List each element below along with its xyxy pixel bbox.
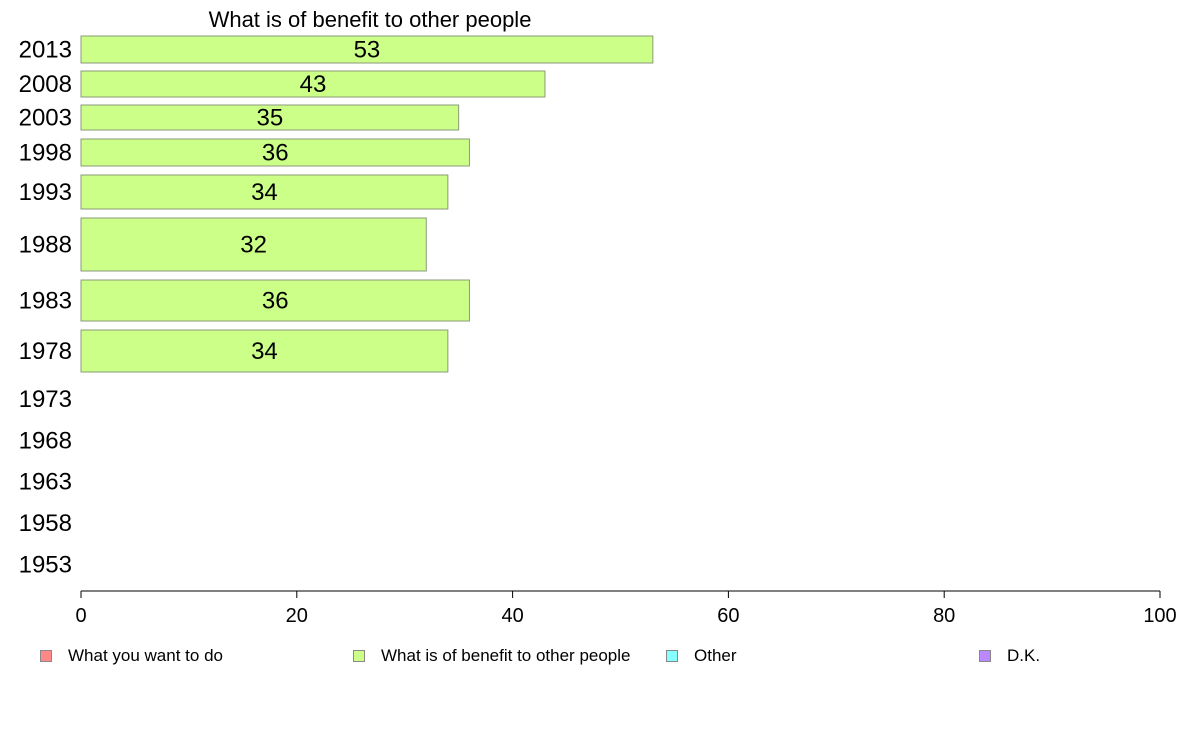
x-tick-label: 0 (75, 605, 86, 627)
data-label: 35 (256, 105, 283, 132)
chart-title: What is of benefit to other people (209, 7, 532, 32)
bar (80, 104, 460, 131)
y-axis-labels: 2013 2008 2003 1998 1993 1988 1983 1978 1973 1968… (19, 37, 72, 579)
legend-label: What is of benefit to other people (381, 646, 631, 665)
x-tick-label: 20 (286, 605, 308, 627)
legend-item: What is of benefit to other people (353, 646, 631, 666)
y-tick-label: 2013 (19, 37, 72, 64)
data-label: 34 (251, 179, 278, 206)
bars: 53 43 35 36 34 32 36 34 (80, 35, 654, 373)
bar (80, 279, 470, 322)
y-tick-label: 1953 (19, 552, 72, 579)
y-tick-label: 1983 (19, 288, 72, 315)
legend-swatch (353, 650, 365, 662)
data-label: 34 (251, 338, 278, 365)
bar (80, 35, 654, 64)
y-tick-label: 1998 (19, 140, 72, 167)
bar (80, 174, 449, 210)
legend-swatch (666, 650, 678, 662)
y-tick-label: 1973 (19, 386, 72, 413)
y-tick-label: 1988 (19, 232, 72, 259)
y-tick-label: 1963 (19, 469, 72, 496)
legend-swatch (40, 650, 52, 662)
legend-item: What you want to do (40, 646, 223, 666)
bar (80, 217, 427, 272)
bar (80, 70, 546, 98)
x-tick-label: 60 (717, 605, 739, 627)
y-tick-label: 1993 (19, 179, 72, 206)
x-tick-label: 100 (1143, 605, 1176, 627)
x-tick-label: 80 (933, 605, 955, 627)
data-label: 36 (262, 288, 289, 315)
y-tick-label: 1958 (19, 510, 72, 537)
legend: What you want to do What is of benefit to… (0, 646, 1188, 666)
y-tick-label: 1968 (19, 428, 72, 455)
y-tick-label: 2003 (19, 105, 72, 132)
legend-label: What you want to do (68, 646, 223, 665)
bar (80, 329, 449, 373)
data-label: 43 (300, 71, 327, 98)
data-label: 32 (240, 232, 267, 259)
y-tick-label: 1978 (19, 338, 72, 365)
legend-item: Other (666, 646, 737, 666)
legend-label: D.K. (1007, 646, 1041, 665)
x-tick-label: 40 (501, 605, 523, 627)
bar (80, 138, 470, 167)
chart: What is of benefit to other people 53 43 3… (19, 7, 1177, 627)
data-label: 36 (262, 140, 289, 167)
legend-item: D.K. (979, 646, 1040, 666)
legend-label: Other (694, 646, 737, 665)
legend-swatch (979, 650, 991, 662)
y-tick-label: 2008 (19, 71, 72, 98)
x-axis: 0 20 40 60 80 100 (75, 590, 1177, 627)
data-label: 53 (354, 37, 381, 64)
